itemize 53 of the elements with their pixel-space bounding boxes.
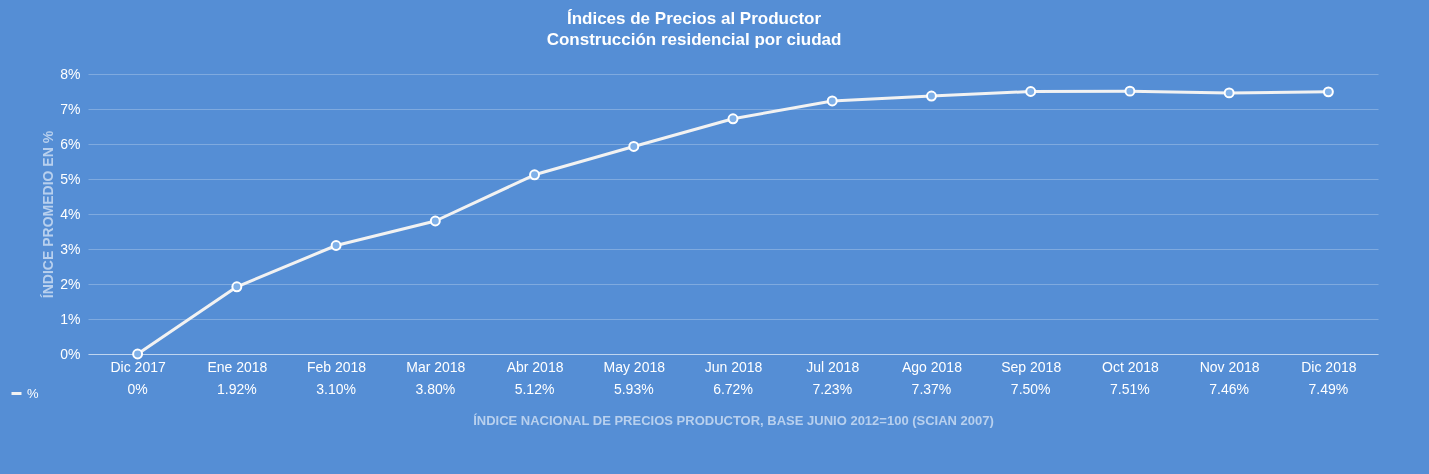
- x-tick-label: Feb 2018: [306, 358, 367, 375]
- data-label: 3.80%: [415, 381, 456, 397]
- data-label: 7.37%: [911, 381, 952, 397]
- x-axis-title: ÍNDICE NACIONAL DE PRECIOS PRODUCTOR, BASE JUNIO 2012=100 (SCIAN 2007): [473, 412, 994, 428]
- y-tick-label: 5%: [60, 170, 81, 187]
- point: [925, 90, 937, 102]
- x-tick-label: Abr 2018: [506, 358, 564, 375]
- point: [429, 215, 441, 227]
- point: [826, 95, 838, 107]
- y-tick-label: 8%: [60, 65, 81, 82]
- point: [231, 281, 243, 293]
- point: [1025, 86, 1037, 97]
- data-label: 6.72%: [713, 381, 753, 397]
- data-label: 7.23%: [812, 381, 853, 397]
- x-tick-label: Nov 2018: [1199, 358, 1260, 375]
- x-tick-label: Ene 2018: [207, 358, 268, 375]
- x-tick-label: May 2018: [603, 358, 666, 375]
- point: [529, 169, 541, 181]
- y-axis-title: ÍNDICE PROMEDIO EN %: [40, 130, 57, 299]
- y-tick-label: 6%: [60, 135, 81, 152]
- point: [330, 240, 342, 251]
- y-tick-label: 4%: [60, 205, 81, 222]
- data-label: 1.92%: [216, 381, 257, 397]
- x-tick-label: Dic 2018: [1301, 358, 1357, 375]
- data-label: 5.93%: [613, 381, 654, 397]
- data-label: 0%: [127, 381, 148, 397]
- data-label: 7.50%: [1010, 381, 1051, 397]
- x-tick-label: Sep 2018: [1001, 358, 1062, 375]
- point: [628, 140, 640, 152]
- point: [727, 113, 739, 125]
- x-tick-label: Ago 2018: [901, 358, 963, 375]
- y-tick-label: 3%: [60, 240, 81, 257]
- data-label: 7.49%: [1308, 381, 1349, 397]
- data-label: 5.12%: [514, 381, 555, 397]
- chart-subtitle: Construcción residencial por ciudad: [546, 30, 842, 49]
- x-tick-label: Jun 2018: [704, 358, 763, 375]
- y-tick-label: 7%: [60, 100, 81, 117]
- data-label: 7.46%: [1209, 381, 1250, 397]
- x-tick-label: Dic 2017: [110, 358, 166, 375]
- point: [1322, 86, 1334, 98]
- point: [1124, 85, 1136, 97]
- x-tick-label: Mar 2018: [406, 358, 466, 375]
- y-tick-label: 1%: [60, 310, 81, 327]
- point: [1223, 87, 1235, 99]
- data-label: 7.51%: [1110, 381, 1150, 397]
- chart-title: Índices de Precios al Productor: [566, 9, 822, 28]
- x-tick-label: Jul 2018: [806, 358, 860, 375]
- y-tick-label: 0%: [60, 345, 81, 362]
- data-label: 3.10%: [316, 381, 356, 397]
- x-tick-label: Oct 2018: [1102, 358, 1160, 375]
- point: [132, 348, 144, 360]
- legend-label: %: [27, 385, 39, 401]
- y-tick-label: 2%: [60, 275, 81, 292]
